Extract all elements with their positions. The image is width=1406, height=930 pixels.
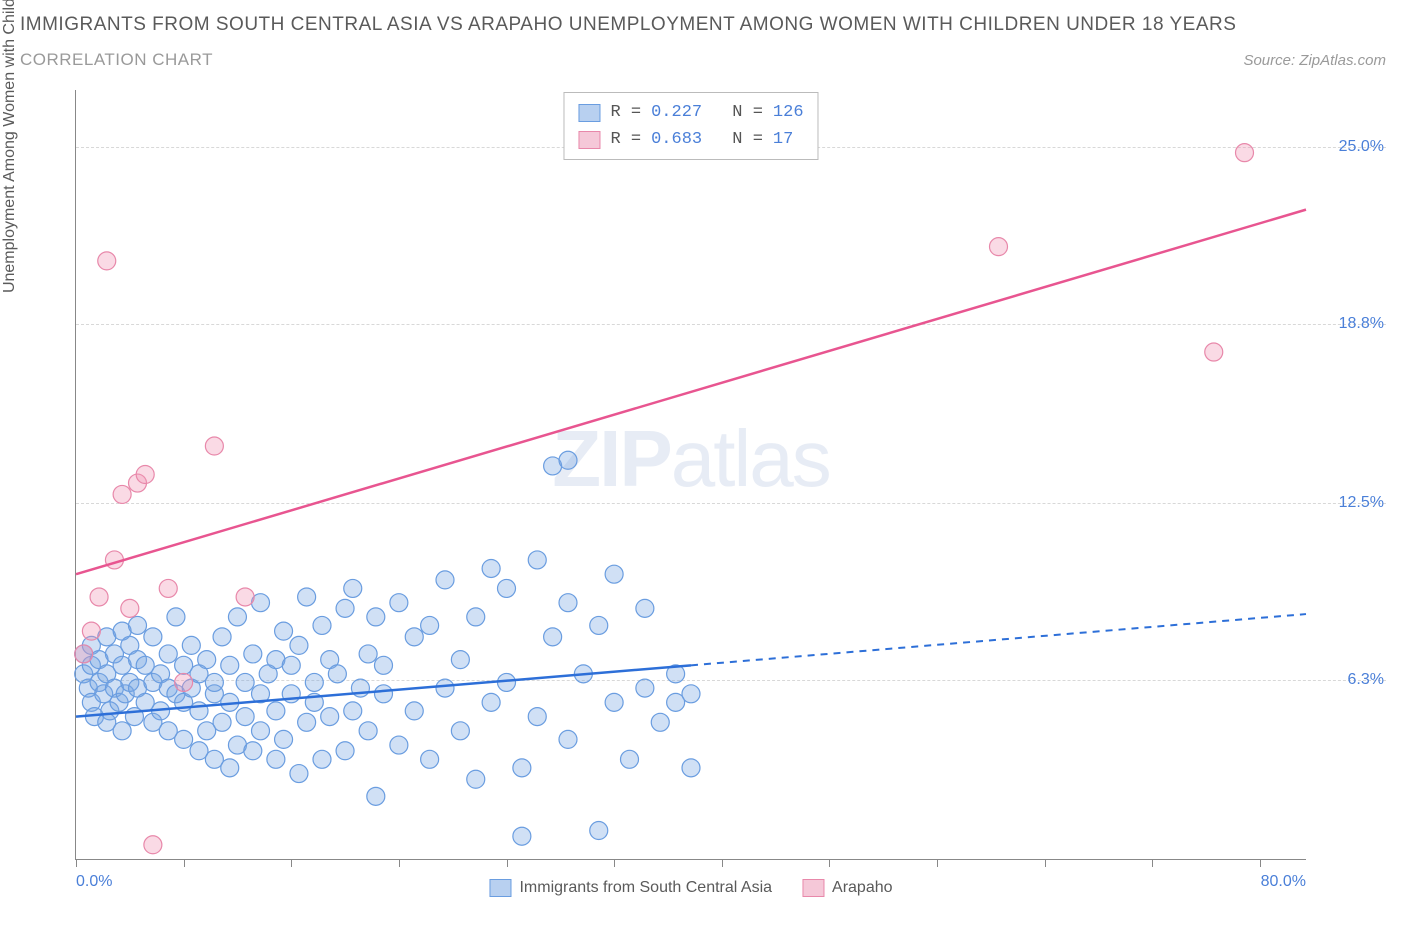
y-tick-label: 6.3% [1314, 671, 1384, 689]
chart-area: Unemployment Among Women with Children U… [20, 90, 1386, 910]
y-tick-label: 12.5% [1314, 494, 1384, 512]
y-tick-label: 25.0% [1314, 138, 1384, 156]
legend-stats: R = 0.227 N = 126 R = 0.683 N = 17 [563, 92, 818, 160]
legend-row-series-b: R = 0.683 N = 17 [578, 126, 803, 153]
chart-header: IMMIGRANTS FROM SOUTH CENTRAL ASIA VS AR… [0, 0, 1406, 70]
swatch-series-a [578, 104, 600, 122]
chart-title: IMMIGRANTS FROM SOUTH CENTRAL ASIA VS AR… [20, 14, 1386, 36]
plot-svg [76, 90, 1306, 859]
swatch-series-b [578, 131, 600, 149]
legend-row-series-a: R = 0.227 N = 126 [578, 99, 803, 126]
swatch-series-a [489, 879, 511, 897]
swatch-series-b [802, 879, 824, 897]
chart-subtitle: CORRELATION CHART [20, 50, 213, 70]
y-axis-label: Unemployment Among Women with Children U… [1, 0, 19, 293]
x-tick-label: 80.0% [1261, 873, 1306, 891]
legend-bottom: Immigrants from South Central Asia Arapa… [489, 879, 892, 897]
legend-item-series-a: Immigrants from South Central Asia [489, 879, 772, 897]
plot-region: ZIPatlas R = 0.227 N = 126 R = 0.683 N =… [75, 90, 1306, 860]
x-tick-label: 0.0% [76, 873, 112, 891]
legend-item-series-b: Arapaho [802, 879, 893, 897]
y-tick-label: 18.8% [1314, 315, 1384, 333]
chart-source: Source: ZipAtlas.com [1243, 52, 1386, 69]
